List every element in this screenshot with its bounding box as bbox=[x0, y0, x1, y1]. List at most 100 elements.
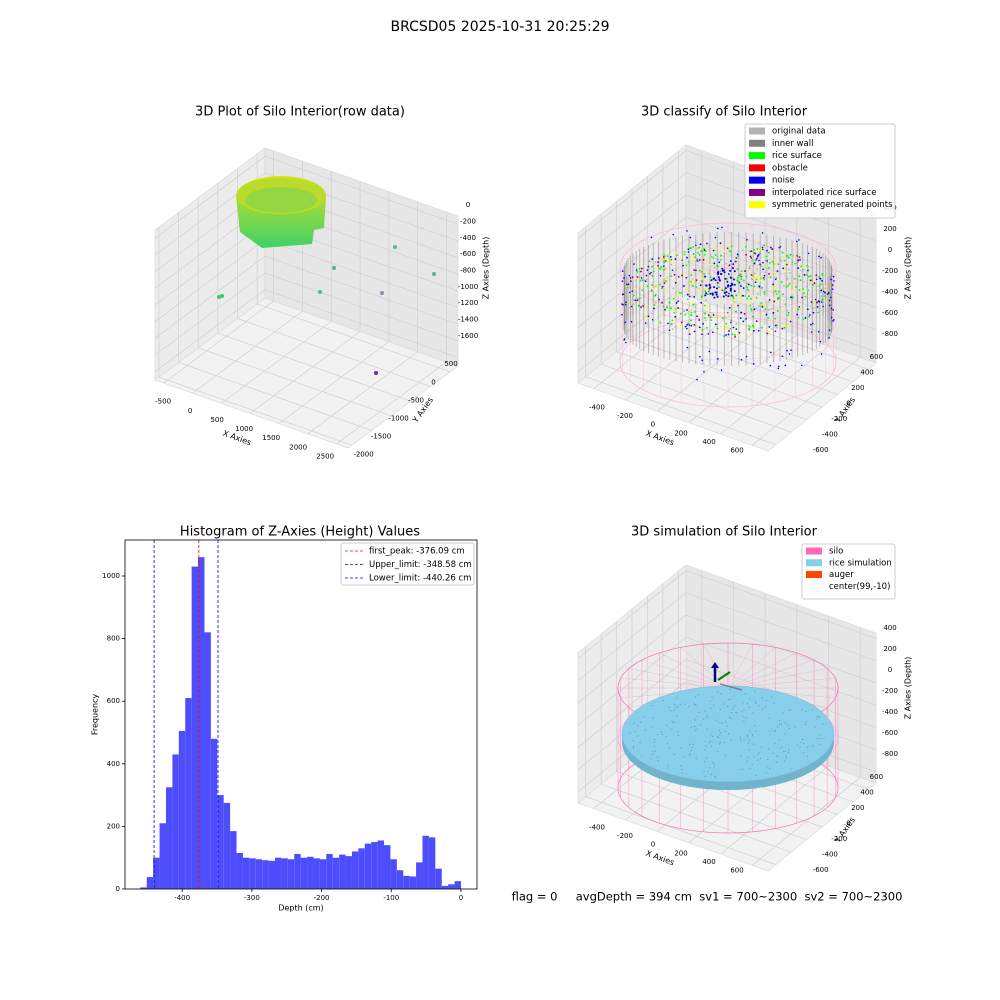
rice-point bbox=[767, 766, 769, 768]
surface-point bbox=[772, 255, 775, 258]
surface-point bbox=[739, 317, 742, 320]
chart-title: 3D classify of Silo Interior bbox=[641, 105, 808, 120]
surface-point bbox=[750, 301, 752, 304]
surface-point bbox=[825, 300, 828, 303]
surface-point bbox=[632, 301, 635, 304]
surface-point bbox=[808, 315, 811, 318]
noise-point bbox=[746, 238, 748, 241]
z-tick-label: 0 bbox=[466, 201, 470, 209]
surface-point bbox=[719, 258, 722, 261]
surface-point bbox=[774, 290, 777, 292]
legend-box bbox=[340, 542, 475, 586]
surface-point bbox=[743, 279, 745, 282]
surface-point bbox=[794, 262, 796, 265]
surface-point bbox=[659, 283, 661, 286]
surface-point bbox=[768, 325, 771, 328]
surface-point bbox=[773, 265, 776, 268]
z-axis-label: Z Axies (Depth) bbox=[482, 237, 491, 300]
surface-point bbox=[737, 282, 740, 284]
surface-point bbox=[769, 246, 772, 249]
rice-point bbox=[778, 739, 781, 741]
surface-point bbox=[625, 285, 628, 288]
surface-point bbox=[743, 313, 746, 315]
bar bbox=[172, 754, 179, 889]
surface-point bbox=[657, 261, 660, 263]
surface-point bbox=[690, 311, 693, 314]
surface-point bbox=[815, 274, 818, 277]
surface-point bbox=[661, 314, 664, 317]
surface-point bbox=[686, 309, 688, 311]
surface-point bbox=[827, 291, 830, 294]
rice-point bbox=[730, 698, 732, 700]
surface-point bbox=[688, 295, 691, 298]
surface-point bbox=[734, 305, 736, 308]
wireframe bbox=[727, 267, 753, 312]
rice-point bbox=[717, 721, 720, 723]
noise-point bbox=[716, 295, 719, 298]
surface-point bbox=[709, 312, 712, 315]
legend-label: auger bbox=[829, 570, 854, 580]
rice-point bbox=[752, 734, 754, 736]
surface-point bbox=[768, 251, 770, 254]
z-tick-label: 400 bbox=[883, 624, 896, 632]
rice-point bbox=[818, 717, 820, 719]
surface-point bbox=[768, 273, 770, 275]
noise-point bbox=[733, 270, 736, 273]
surface-point bbox=[744, 270, 746, 273]
surface-point bbox=[716, 265, 719, 268]
wireframe bbox=[727, 267, 813, 297]
surface-point bbox=[802, 288, 804, 290]
surface-point bbox=[812, 311, 815, 314]
rice-point bbox=[710, 740, 712, 743]
surface-point bbox=[816, 306, 819, 308]
surface-point bbox=[687, 323, 690, 325]
rice-point bbox=[692, 743, 694, 745]
surface-point bbox=[681, 260, 683, 263]
noise-point bbox=[723, 271, 726, 274]
noise-point bbox=[779, 245, 782, 248]
bar bbox=[294, 853, 301, 889]
x-tick-label: -400 bbox=[589, 403, 605, 411]
rice-point bbox=[704, 761, 706, 763]
rice-point bbox=[746, 735, 749, 738]
surface-point bbox=[705, 259, 708, 262]
surface-point bbox=[686, 293, 689, 296]
noise-point bbox=[704, 294, 707, 297]
surface-point bbox=[751, 324, 754, 327]
noise-point bbox=[735, 328, 738, 330]
surface-point bbox=[780, 257, 783, 260]
y-tick-label: -500 bbox=[408, 396, 424, 404]
surface-point bbox=[813, 282, 816, 284]
surface-point bbox=[706, 306, 709, 309]
noise-point bbox=[651, 318, 654, 321]
noise-point bbox=[833, 280, 835, 282]
wireframe bbox=[727, 239, 813, 269]
surface-point bbox=[685, 264, 688, 267]
grid-line bbox=[601, 363, 792, 433]
surface-point bbox=[703, 272, 706, 275]
bar bbox=[210, 738, 218, 889]
surface-point bbox=[677, 280, 680, 283]
wireframe bbox=[643, 267, 729, 297]
bar bbox=[435, 868, 442, 889]
rice-point bbox=[723, 742, 726, 744]
wireframe bbox=[703, 267, 729, 312]
surface-point bbox=[750, 273, 753, 276]
surface-point bbox=[704, 247, 707, 249]
noise-point bbox=[733, 283, 736, 286]
noise-point bbox=[818, 255, 820, 258]
noise-point bbox=[650, 236, 653, 239]
rice-point bbox=[666, 743, 668, 745]
surface-point bbox=[816, 301, 818, 304]
surface-point bbox=[714, 317, 716, 320]
rice-point bbox=[819, 737, 821, 740]
rice-point bbox=[706, 717, 708, 719]
surface-point bbox=[774, 317, 777, 320]
surface-point bbox=[693, 295, 696, 298]
x-tick-label: -100 bbox=[383, 894, 399, 902]
rice-point bbox=[815, 718, 818, 720]
z-tick-label: -200 bbox=[882, 267, 898, 275]
surface-point bbox=[641, 289, 644, 292]
noise-point bbox=[727, 284, 730, 287]
rice-point bbox=[644, 729, 646, 731]
